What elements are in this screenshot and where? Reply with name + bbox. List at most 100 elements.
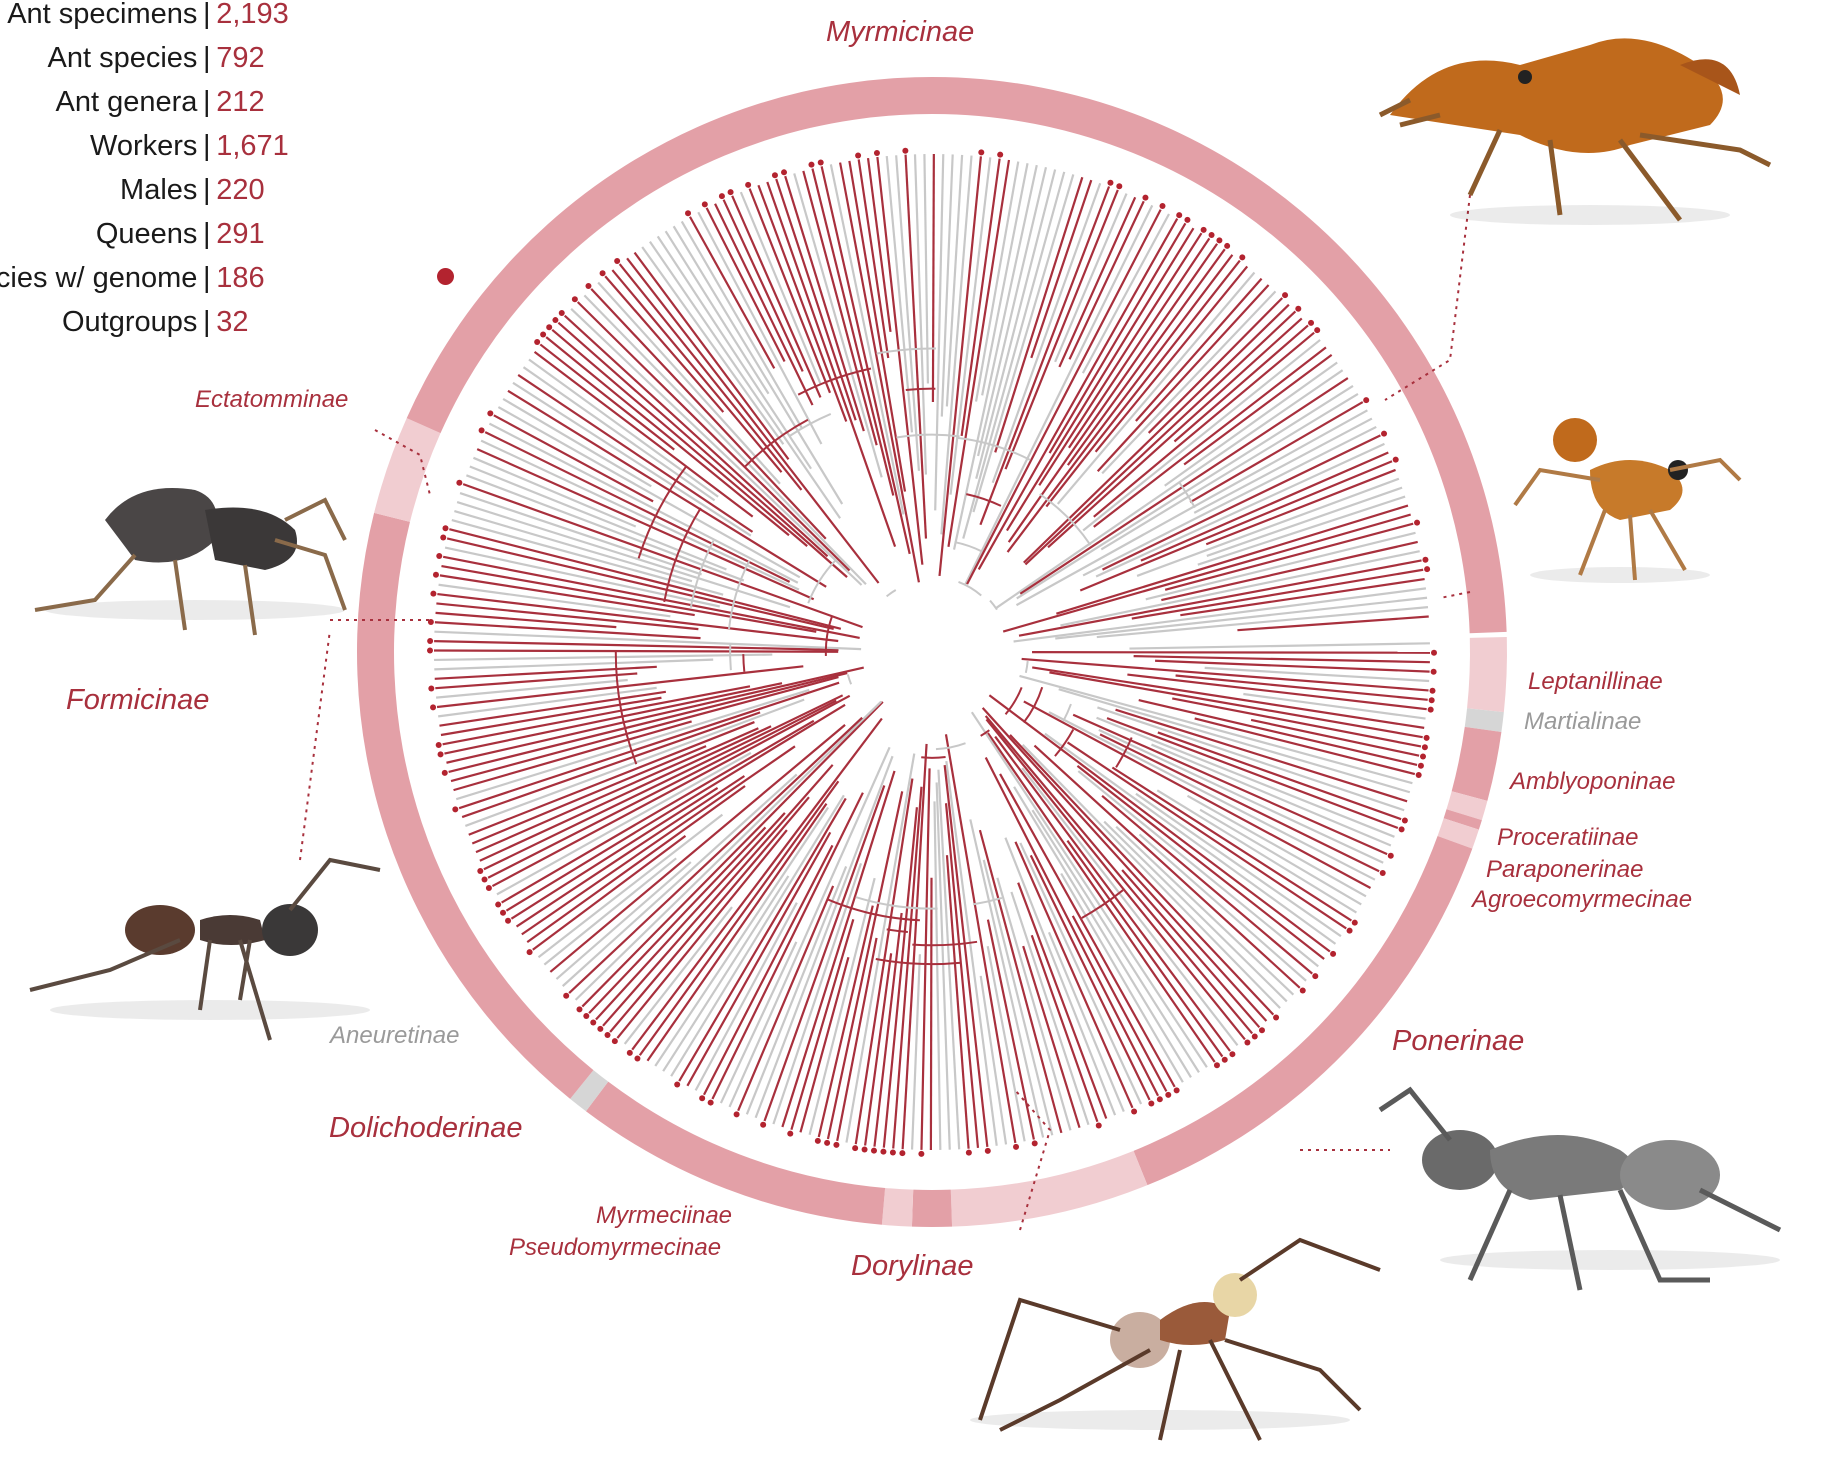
tree-branch [986,946,1026,1142]
tree-node-arc [958,580,982,597]
genome-dot [1184,216,1191,223]
genome-dot [552,317,559,324]
tree-branch [435,678,628,699]
genome-dot [430,590,437,597]
stat-label: Ant species [47,42,198,74]
tree-branch [1237,615,1429,632]
tree-branch [561,773,798,987]
genome-dot [540,331,547,338]
tree-branch [1033,744,1301,989]
tree-branch [994,735,1231,1052]
genome-dot [546,324,553,331]
genome-dot [427,647,434,654]
tree-branch [711,792,864,1100]
tree-branch [781,770,896,1128]
genome-dot [1299,987,1306,994]
stat-value: 186 [216,262,265,294]
genome-dot [824,1139,831,1146]
tree-branch [1055,596,1428,640]
stat-label: Ant specimens [7,0,198,30]
tree-branch [999,773,1176,1088]
tree-branch [436,602,699,631]
tree-branch [611,269,783,473]
tree-branch [435,611,617,629]
tree-branch [960,158,1001,437]
genome-dot [1392,456,1399,463]
tree-branch [602,764,834,1027]
stat-value: 2,193 [216,0,289,30]
tree-node-arc [1178,481,1196,509]
tree-branch [502,397,652,488]
tree-branch [1079,460,1393,592]
tree-branch [505,703,846,912]
genome-dot [440,534,447,541]
tree-branch [532,834,687,951]
stat-row: Outgroups | 32 [0,300,470,344]
genome-dot [478,427,485,434]
tree-branch [686,831,832,1087]
tree-branch [604,275,725,413]
tree-branch [986,919,1035,1140]
tree-branch [885,155,914,433]
tree-branch [938,156,983,577]
tree-branch [1136,477,1400,577]
genome-dot [427,638,434,645]
tree-branch [1175,674,1428,701]
tree-branch [1180,577,1425,617]
genome-dot [435,742,442,749]
tree-branch [1006,254,1234,553]
genome-dot [707,1099,714,1106]
tree-branch [970,711,1208,1068]
tree-branch [1186,794,1367,898]
tree-branch [654,806,830,1067]
tree-branch [1183,353,1333,466]
genome-dot [487,410,494,417]
genome-dot [430,704,437,711]
ant-specimen-orange-icon [1378,38,1772,225]
genome-dot [583,1013,590,1020]
stat-label: Ant genera [55,86,198,118]
tree-branch [444,546,721,608]
tree-branch [689,216,776,369]
genome-dot [1417,762,1424,769]
stat-separator: | [203,262,211,294]
tree-branch [583,294,867,585]
tree-branch [510,787,719,920]
tree-branch [455,688,810,801]
tree-branch [480,439,800,591]
tree-branch [966,209,1162,585]
tree-branch [1023,700,1372,889]
genome-dot [1224,242,1231,249]
tree-branch [1071,915,1168,1092]
tree-branch [1127,673,1427,711]
tree-branch [910,954,921,1150]
tree-branch [551,328,808,547]
tree-branch [784,175,865,432]
tree-branch [1140,451,1389,562]
subfamily-label: Myrmeciinae [596,1202,733,1229]
stat-row: Ant species | 792 [0,36,470,80]
tree-branch [1007,243,1219,543]
tree-branch [757,184,848,422]
genome-dot [585,282,592,289]
tree-branch [646,802,828,1062]
tree-branch [434,658,714,671]
genome-dot [1095,1122,1102,1129]
tree-branch [1172,697,1422,748]
tree-branch [1030,934,1099,1123]
tree-branch [1133,655,1430,664]
genome-dot [1351,919,1358,926]
tree-node-arc [742,654,746,672]
tree-branch [672,225,844,505]
tree-branch [1156,789,1357,914]
genome-dot [902,147,909,154]
tree-branch [1100,393,1359,551]
tree-node-arc [1022,686,1044,724]
tree-branch [1121,869,1261,1029]
tree-branch [1060,550,1420,627]
genome-dot [918,1150,925,1157]
tree-branch [1111,766,1352,922]
leader-line [1439,591,1471,599]
tree-branch [1013,587,1427,643]
tree-branch [537,813,724,959]
